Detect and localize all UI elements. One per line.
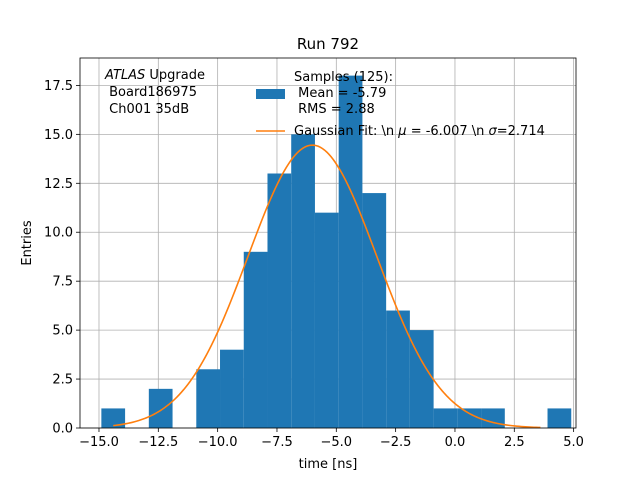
legend-samples-swatch: [256, 89, 285, 99]
histogram-bar: [547, 408, 572, 428]
histogram-bar: [196, 369, 221, 428]
x-tick-label: −12.5: [138, 435, 178, 450]
x-tick-label: −2.5: [380, 435, 412, 450]
atlas-label: ATLAS: [104, 68, 145, 83]
y-axis-label: Entries: [20, 220, 35, 266]
y-tick-label: 5.0: [52, 324, 73, 339]
histogram-bars: [101, 75, 572, 428]
x-tick-label: −5.0: [321, 435, 353, 450]
legend-fit-sigma: σ: [489, 124, 498, 139]
annotation-line-2: Board186975: [105, 85, 197, 100]
histogram-bar: [220, 349, 244, 428]
legend-samples-line-1: Samples (125):: [294, 70, 393, 85]
histogram-bar: [362, 193, 387, 428]
x-tick-label: −7.5: [261, 435, 293, 450]
histogram-bar: [314, 212, 339, 428]
histogram-bar: [243, 251, 268, 428]
x-tick-label: 2.5: [504, 435, 525, 450]
legend-samples-line-3: RMS = 2.88: [294, 102, 375, 117]
axis-ticks: −15.0 −12.5 −10.0 −7.5 −5.0 −2.5 0.0 2.5 5.0 0.0 2…: [44, 79, 584, 450]
histogram-bar: [481, 408, 505, 428]
histogram-bar: [101, 408, 126, 428]
histogram-bar: [457, 408, 482, 428]
y-tick-label: 10.0: [44, 226, 73, 241]
plot-frame: [79, 57, 577, 429]
x-tick-label: −10.0: [198, 435, 238, 450]
y-tick-label: 7.5: [52, 275, 73, 290]
legend-samples-line-2: Mean = -5.79: [294, 86, 386, 101]
x-tick-label: 0.0: [445, 435, 466, 450]
chart-title: Run 792: [297, 35, 359, 53]
y-tick-label: 17.5: [44, 79, 73, 94]
histogram-bar: [338, 75, 363, 428]
legend-fit-label: Gaussian Fit: \n μ = -6.007 \n σ=2.714: [294, 124, 545, 139]
histogram-bar: [291, 134, 315, 428]
x-tick-label: −15.0: [79, 435, 119, 450]
gaussian-fit-curve: [113, 144, 541, 429]
upgrade-label: Upgrade: [145, 68, 205, 83]
histogram-bar: [148, 388, 173, 428]
y-tick-label: 12.5: [44, 177, 73, 192]
x-axis-label: time [ns]: [299, 457, 358, 472]
y-tick-label: 0.0: [52, 422, 73, 437]
legend: Samples (125): Mean = -5.79 RMS = 2.88 G…: [256, 70, 545, 139]
annotation-line-3: Ch001 35dB: [105, 102, 189, 117]
histogram-bar: [409, 330, 434, 428]
legend-fit-mid: = -6.007 \n: [407, 124, 489, 139]
y-tick-label: 15.0: [44, 128, 73, 143]
legend-fit-mu: μ: [397, 124, 406, 139]
y-tick-label: 2.5: [52, 373, 73, 388]
annotation-line-1: ATLAS Upgrade: [104, 68, 205, 83]
annotation-text: ATLAS Upgrade Board186975 Ch001 35dB: [104, 68, 205, 117]
x-tick-label: 5.0: [563, 435, 584, 450]
histogram-bar: [386, 310, 410, 428]
histogram-bar: [433, 408, 458, 428]
legend-fit-prefix: Gaussian Fit: \n: [294, 124, 398, 139]
histogram-bar: [267, 173, 292, 428]
legend-fit-suffix: =2.714: [497, 124, 545, 139]
